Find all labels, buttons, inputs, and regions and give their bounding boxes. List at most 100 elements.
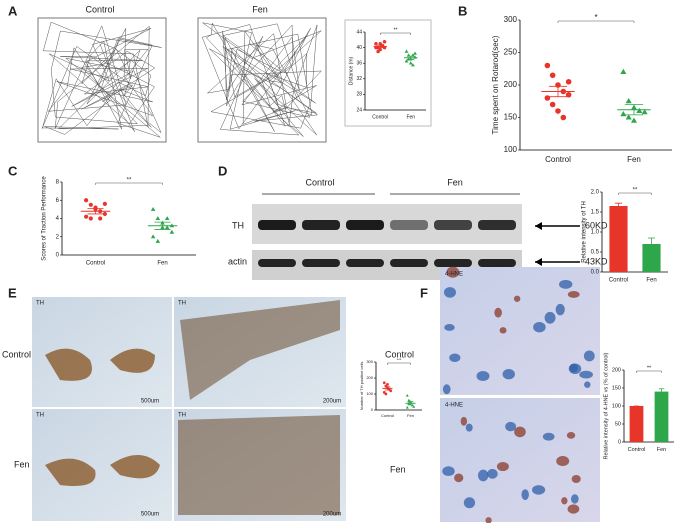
data-point (549, 72, 556, 79)
data-point (102, 211, 107, 217)
significance-bracket (387, 362, 411, 365)
y-tick-label: 100 (504, 145, 518, 154)
group-label: Fen (390, 464, 406, 474)
y-axis-label: Distance (m) (348, 56, 354, 85)
band (434, 259, 472, 267)
cell (442, 384, 451, 395)
y-tick-label: 0 (618, 439, 621, 445)
track (41, 21, 162, 138)
data-point (620, 111, 627, 117)
band (346, 220, 384, 230)
error-bar (658, 388, 665, 392)
size-label: 43KD (585, 256, 608, 266)
cell (556, 456, 570, 467)
y-tick-label: 0 (371, 407, 374, 412)
row-label: TH (232, 220, 244, 230)
data-point (88, 216, 93, 221)
data-point (408, 61, 413, 65)
data-point (150, 234, 156, 239)
y-tick-label: 8 (56, 180, 60, 186)
y-tick-label: 200 (504, 80, 518, 89)
data-point (565, 91, 572, 98)
y-tick-label: 300 (366, 359, 373, 364)
y-tick-label: 300 (504, 15, 518, 24)
cell (496, 461, 509, 472)
x-tick-label: Fen (646, 278, 656, 284)
error-bar (624, 104, 644, 116)
data-point (155, 216, 161, 220)
cell (571, 474, 581, 484)
cell (579, 370, 593, 379)
y-tick-label: 0 (56, 253, 60, 259)
data-point (412, 405, 416, 408)
group-label: Control (385, 349, 414, 359)
y-tick-label: 1.5 (591, 210, 600, 216)
error-bar (154, 221, 171, 230)
cell (566, 431, 576, 439)
data-point (84, 198, 89, 203)
bar (654, 391, 669, 442)
y-tick-label: 150 (612, 385, 621, 391)
data-point (376, 49, 380, 54)
x-tick-label: Fen (657, 447, 666, 453)
cell (505, 421, 517, 432)
bar (629, 406, 644, 442)
data-point (405, 394, 409, 397)
data-point (164, 225, 170, 230)
band (302, 259, 340, 267)
data-point (84, 214, 89, 219)
y-tick-label: 0.0 (591, 270, 600, 276)
y-axis-label: Number of TH positive cells (359, 362, 364, 411)
cell (460, 416, 468, 426)
cell (477, 469, 489, 482)
band (434, 220, 472, 230)
group-label: Control (305, 177, 334, 187)
data-point (407, 398, 411, 402)
stain-label: TH (178, 413, 186, 419)
y-tick-label: 200 (366, 375, 373, 380)
error-bar (407, 55, 415, 60)
cell (555, 303, 565, 316)
significance-bracket (95, 182, 163, 185)
band (258, 259, 296, 267)
y-tick-label: 28 (356, 92, 362, 98)
data-point (413, 51, 417, 55)
panel-letter: D (218, 163, 227, 178)
data-point (382, 40, 387, 44)
stain-label: TH (36, 301, 44, 307)
significance-label: * (594, 13, 597, 22)
x-tick-label: Control (86, 261, 105, 267)
cell (583, 350, 595, 362)
group-label: Fen (14, 459, 30, 469)
y-tick-label: 44 (356, 29, 362, 35)
track (201, 22, 322, 137)
y-tick-label: 100 (612, 403, 621, 409)
cell (584, 381, 591, 388)
data-point (88, 202, 93, 207)
significance-bracket (557, 20, 635, 23)
y-tick-label: 150 (504, 113, 518, 122)
row-label: actin (228, 256, 247, 266)
cell (568, 363, 582, 375)
group-label: Control (85, 4, 114, 14)
y-tick-label: 200 (612, 367, 621, 373)
data-point (404, 49, 409, 53)
data-point (386, 383, 389, 386)
y-axis-label: Relative intensity of 4-HNE vs (% of con… (603, 352, 609, 459)
y-tick-label: 1.0 (591, 230, 600, 236)
data-point (641, 109, 648, 115)
cell (442, 466, 455, 477)
y-tick-label: 36 (356, 61, 362, 67)
data-point (549, 101, 556, 108)
cell (446, 266, 460, 278)
group-label: Fen (447, 177, 463, 187)
cell (463, 497, 476, 509)
y-tick-label: 100 (366, 391, 373, 396)
movement-tracks (41, 21, 322, 138)
error-bar (376, 44, 384, 48)
cell (542, 432, 555, 441)
data-point (374, 41, 378, 46)
